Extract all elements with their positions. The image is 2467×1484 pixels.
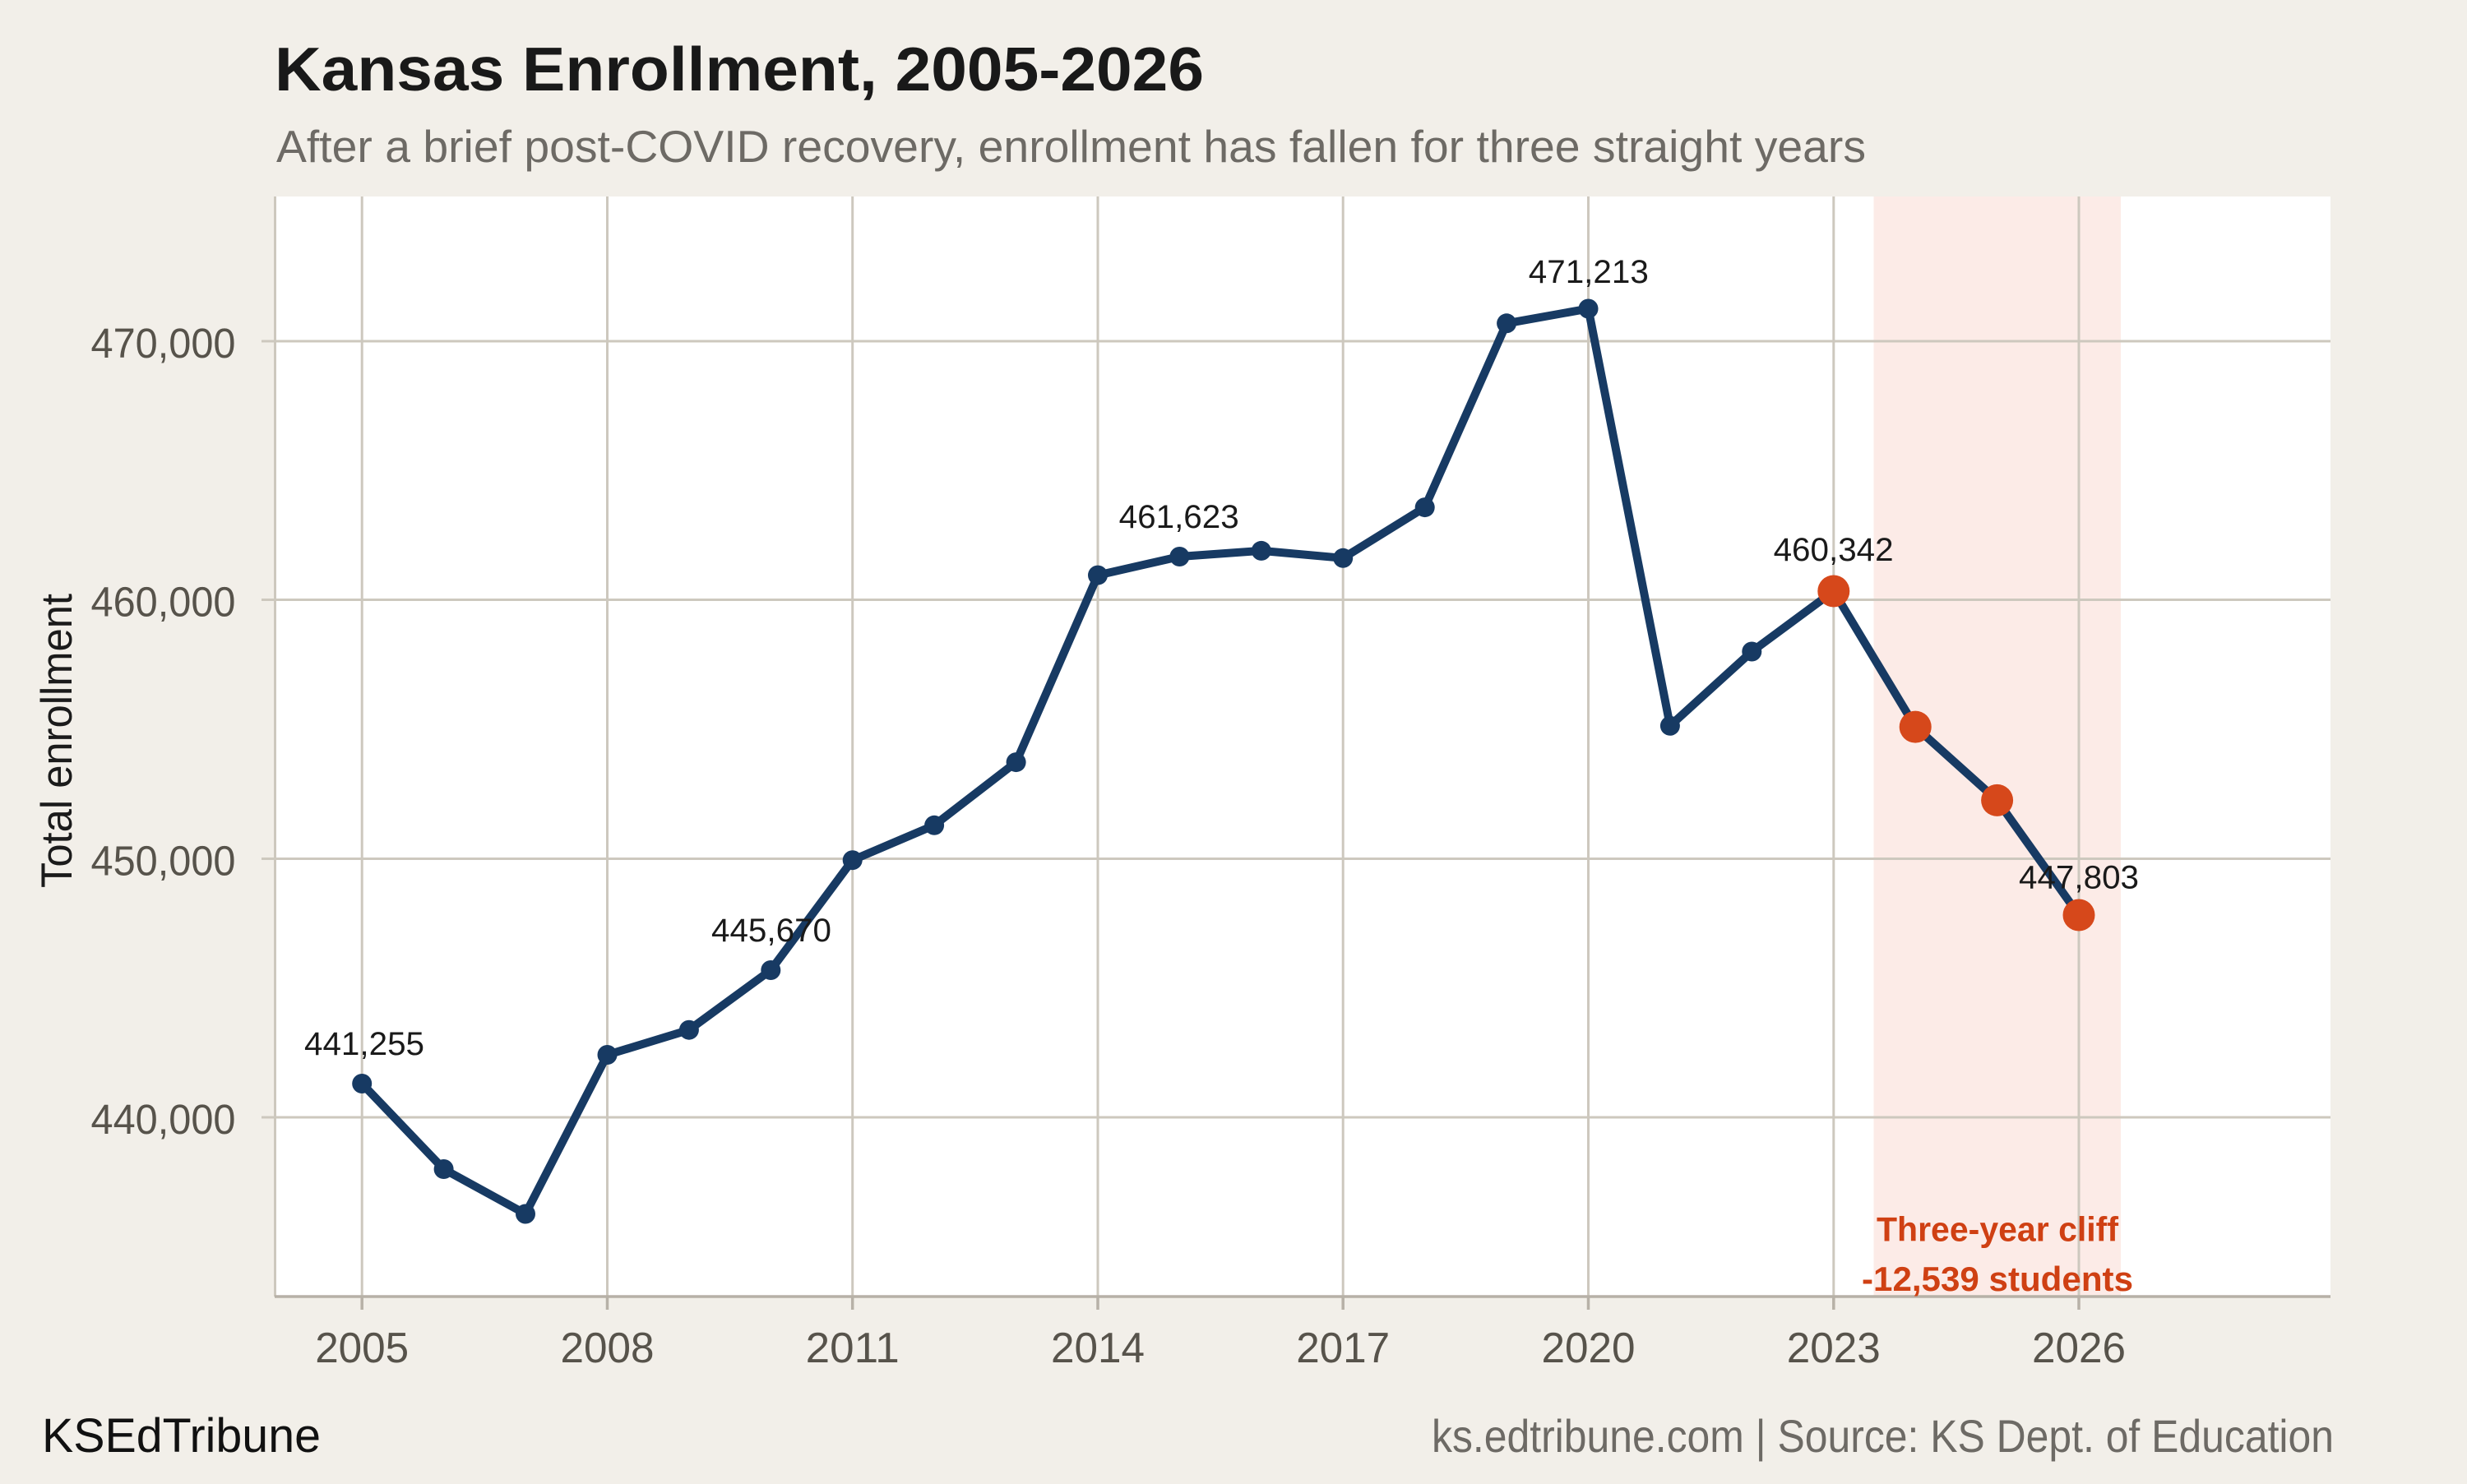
svg-text:2023: 2023 [1787,1325,1881,1372]
svg-text:After a brief post-COVID recov: After a brief post-COVID recovery, enrol… [276,121,1866,172]
svg-text:450,000: 450,000 [91,838,236,885]
svg-text:Three-year cliff: Three-year cliff [1877,1209,2119,1248]
svg-text:2014: 2014 [1051,1325,1145,1372]
svg-text:445,670: 445,670 [711,913,831,949]
svg-text:460,000: 460,000 [91,579,236,626]
svg-text:2011: 2011 [806,1325,900,1372]
svg-text:ks.edtribune.com | Source: KS: ks.edtribune.com | Source: KS Dept. of E… [1432,1410,2334,1462]
svg-text:447,803: 447,803 [2019,860,2139,896]
svg-text:KSEdTribune: KSEdTribune [42,1409,321,1463]
svg-text:2005: 2005 [315,1325,409,1372]
svg-text:Kansas Enrollment, 2005-2026: Kansas Enrollment, 2005-2026 [275,35,1204,104]
svg-text:461,623: 461,623 [1119,499,1239,535]
svg-text:-12,539 students: -12,539 students [1862,1260,2133,1298]
svg-text:440,000: 440,000 [91,1096,236,1143]
svg-text:470,000: 470,000 [91,320,236,367]
svg-text:Total enrollment: Total enrollment [33,594,81,888]
svg-text:2017: 2017 [1296,1325,1390,1372]
svg-text:471,213: 471,213 [1529,254,1649,290]
svg-text:441,255: 441,255 [304,1026,424,1062]
svg-text:460,342: 460,342 [1774,532,1894,568]
svg-text:2020: 2020 [1542,1325,1636,1372]
svg-text:2026: 2026 [2032,1325,2126,1372]
svg-text:2008: 2008 [561,1325,655,1372]
